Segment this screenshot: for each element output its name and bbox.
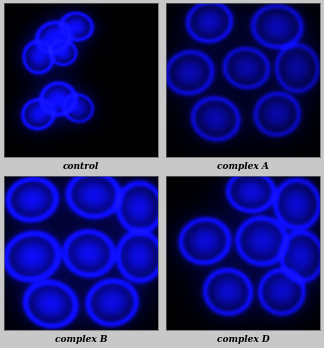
Text: control: control [63, 162, 99, 171]
Text: complex D: complex D [217, 335, 269, 343]
Text: complex B: complex B [55, 335, 107, 343]
Text: complex A: complex A [217, 162, 269, 171]
